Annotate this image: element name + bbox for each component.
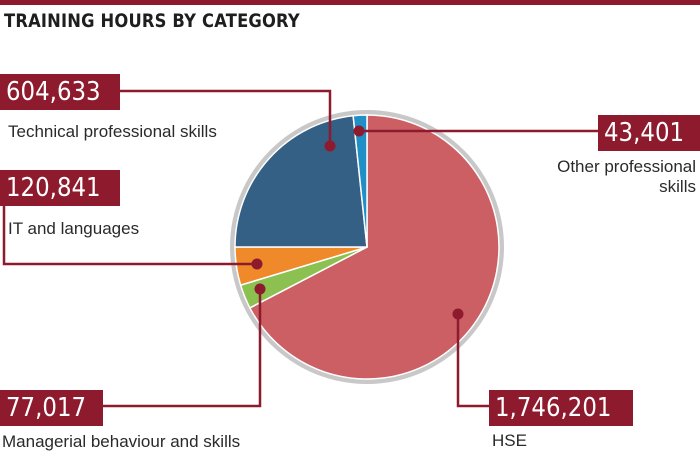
pie-slice-technical-professional-skills bbox=[234, 114, 368, 248]
leader-line-managerial bbox=[100, 289, 262, 408]
callout-label-hse: HSE bbox=[492, 431, 527, 450]
top-accent-bar bbox=[0, 0, 700, 5]
callout-value-technical: 604,633 bbox=[0, 74, 120, 110]
leader-dot-managerial bbox=[254, 283, 266, 295]
pie-slice-other-professional-skills bbox=[352, 114, 368, 248]
leader-line-technical bbox=[110, 89, 332, 146]
leader-dot-it bbox=[251, 258, 263, 270]
leader-dot-other bbox=[353, 125, 365, 137]
leader-dot-technical bbox=[324, 140, 336, 152]
pie-slice-hse bbox=[248, 114, 500, 380]
callout-label-other: Other professional skills bbox=[557, 157, 696, 197]
leader-lines bbox=[2, 89, 598, 408]
callout-value-it: 120,841 bbox=[0, 170, 120, 206]
leader-dot-hse bbox=[452, 308, 464, 320]
callout-label-technical: Technical professional skills bbox=[8, 122, 217, 141]
chart-title: TRAINING HOURS BY CATEGORY bbox=[4, 10, 300, 32]
callout-label-managerial: Managerial behaviour and skills bbox=[2, 432, 241, 451]
leader-line-it bbox=[2, 205, 257, 266]
callout-label-it: IT and languages bbox=[8, 219, 140, 238]
leader-line-hse bbox=[456, 314, 489, 408]
callout-label-other-line2: skills bbox=[659, 177, 696, 196]
callout-label-other-line1: Other professional bbox=[557, 157, 696, 176]
callout-value-other: 43,401 bbox=[598, 115, 700, 151]
callout-value-managerial: 77,017 bbox=[0, 390, 103, 426]
pie-slices bbox=[234, 114, 500, 380]
callout-value-hse: 1,746,201 bbox=[489, 390, 634, 426]
